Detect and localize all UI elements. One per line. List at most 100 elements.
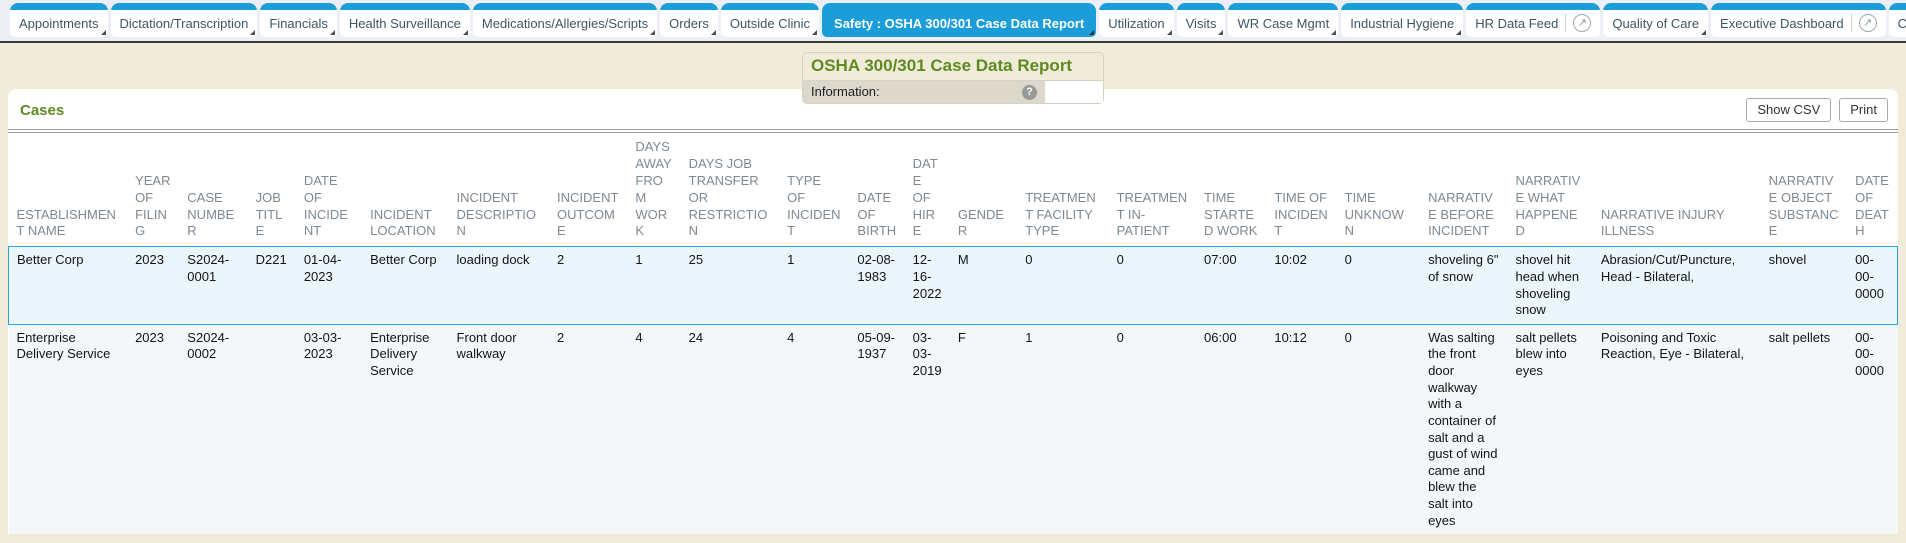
- table-cell: 2: [549, 246, 628, 325]
- table-cell: M: [949, 246, 1018, 325]
- table-cell: F: [949, 324, 1018, 535]
- page-title: OSHA 300/301 Case Data Report: [811, 56, 1073, 75]
- show-csv-button[interactable]: Show CSV: [1746, 98, 1832, 122]
- tab-menu-corner-icon: [1331, 30, 1337, 35]
- tab-menu-corner-icon: [462, 30, 468, 35]
- tab-label: Financials: [269, 15, 328, 31]
- help-icon[interactable]: ?: [1022, 85, 1037, 100]
- tab-label: Health Surveillance: [348, 15, 461, 31]
- column-header-time-unknown: TIME UNKNOWN: [1344, 189, 1404, 239]
- cases-table: ESTABLISHMENT NAME YEAR OF FILING CASE NUM…: [8, 133, 1899, 535]
- tab-visits[interactable]: Visits: [1176, 3, 1226, 37]
- tab-menu-corner-icon: [1089, 30, 1095, 35]
- tab-orders[interactable]: Orders: [660, 3, 718, 37]
- table-cell: loading dock: [448, 246, 550, 325]
- tab-menu-corner-icon: [1166, 30, 1172, 35]
- tab-outside-clinic[interactable]: Outside Clinic: [720, 3, 820, 37]
- table-cell: D221: [247, 246, 296, 325]
- tab-medications-allergies-scripts[interactable]: Medications/Allergies/Scripts: [472, 3, 658, 37]
- tab-label: Safety : OSHA 300/301 Case Data Report: [834, 15, 1085, 31]
- tab-executive-dashboard[interactable]: Executive Dashboard ↗: [1711, 3, 1886, 37]
- tab-label: Executive Dashboard: [1720, 15, 1844, 31]
- tab-label: C: [1898, 16, 1906, 31]
- column-header-establishment-name: ESTABLISHMENT NAME: [16, 206, 116, 239]
- table-cell: 03-03-2023: [295, 324, 363, 535]
- table-cell: 0: [1336, 246, 1421, 325]
- tab-menu-corner-icon: [329, 30, 335, 35]
- column-header-narrative-injury-illness: NARRATIVE INJURY ILLNESS: [1600, 206, 1725, 239]
- tab-menu-corner-icon: [1456, 30, 1462, 35]
- tab-bar: Appointments Dictation/Transcription Finan…: [0, 0, 1906, 43]
- table-cell: 10:12: [1266, 324, 1337, 535]
- tab-dictation-transcription[interactable]: Dictation/Transcription: [110, 3, 258, 37]
- table-row[interactable]: Better Corp 2023 S2024-0001 D221 01-04-2023 B…: [8, 246, 1899, 325]
- table-cell: salt pellets blew into eyes: [1507, 324, 1593, 535]
- table-cell: 2: [549, 324, 628, 535]
- table-cell: 1: [1017, 324, 1109, 535]
- table-cell: 1: [779, 246, 850, 325]
- tab-safety-osha-300-301-case-data-report[interactable]: Safety : OSHA 300/301 Case Data Report: [822, 3, 1097, 37]
- table-cell: Enterprise Delivery Service: [362, 324, 449, 535]
- table-cell: 0: [1108, 246, 1197, 325]
- external-link-icon[interactable]: ↗: [1573, 14, 1592, 32]
- tab-industrial-hygiene[interactable]: Industrial Hygiene: [1341, 3, 1464, 37]
- tab-wr-case-mgmt[interactable]: WR Case Mgmt: [1228, 3, 1339, 37]
- table-cell: 24: [680, 324, 780, 535]
- table-cell: 2023: [127, 324, 180, 535]
- column-header-date-of-birth: DATE OF BIRTH: [857, 189, 897, 239]
- table-cell: shovel hit head when shoveling snow: [1507, 246, 1593, 325]
- tab-menu-corner-icon: [250, 30, 256, 35]
- table-cell: 00-00-0000: [1847, 324, 1898, 535]
- tab-menu-corner-icon: [710, 30, 716, 35]
- table-cell: Better Corp: [8, 246, 128, 325]
- tab-quality-of-care[interactable]: Quality of Care: [1603, 3, 1709, 37]
- table-cell: salt pellets: [1760, 324, 1848, 535]
- tab-hr-data-feed[interactable]: HR Data Feed ↗: [1466, 3, 1601, 37]
- external-link-icon[interactable]: ↗: [1858, 14, 1877, 32]
- tab-menu-corner-icon: [1701, 30, 1707, 35]
- tab-label: Utilization: [1108, 15, 1165, 31]
- report-header: OSHA 300/301 Case Data Report Informatio…: [802, 52, 1104, 104]
- table-cell: 05-09-1937: [849, 324, 905, 535]
- tab-label: Medications/Allergies/Scripts: [481, 15, 649, 31]
- information-label: Information:: [811, 84, 880, 99]
- table-cell: 0: [1108, 324, 1197, 535]
- tab-menu-corner-icon: [100, 30, 106, 35]
- column-header-incident-description: INCIDENT DESCRIPTION: [456, 189, 537, 239]
- column-header-date-of-hire: DATE OF HIRE: [912, 155, 938, 239]
- cases-section-title: Cases: [20, 101, 65, 119]
- table-cell: 0: [1336, 324, 1421, 535]
- table-cell: 1: [627, 246, 681, 325]
- column-header-incident-location: INCIDENT LOCATION: [370, 206, 436, 239]
- tab-utilization[interactable]: Utilization: [1099, 3, 1174, 37]
- tab-divider: [1565, 14, 1567, 32]
- column-header-days-job-transfer-or-restriction: DAYS JOB TRANSFER OR RESTRICTION: [688, 155, 768, 239]
- column-header-time-of-incident: TIME OF INCIDENT: [1274, 189, 1328, 239]
- information-bar: Information: ?: [803, 80, 1103, 103]
- tab-menu-corner-icon: [1218, 30, 1224, 35]
- table-cell: shovel: [1760, 246, 1848, 325]
- table-cell: 25: [680, 246, 780, 325]
- tab-health-surveillance[interactable]: Health Surveillance: [339, 3, 470, 37]
- tab-financials[interactable]: Financials: [260, 3, 337, 37]
- table-cell: S2024-0002: [179, 324, 248, 535]
- column-header-year-of-filing: YEAR OF FILING: [135, 172, 171, 239]
- tab-c[interactable]: C: [1888, 3, 1906, 37]
- tab-label: Outside Clinic: [729, 15, 811, 31]
- table-row[interactable]: Enterprise Delivery Service 2023 S2024-000…: [8, 324, 1898, 535]
- tab-label: Appointments: [19, 15, 99, 31]
- table-cell: 03-03-2019: [904, 324, 950, 535]
- column-header-narrative-before-incident: NARRATIVE BEFORE INCIDENT: [1428, 189, 1494, 239]
- column-header-type-of-incident: TYPE OF INCIDENT: [787, 172, 841, 239]
- column-header-days-away-from-work: DAYS AWAY FROM WORK: [635, 139, 672, 239]
- print-button[interactable]: Print: [1839, 98, 1888, 122]
- table-cell: 0: [1017, 246, 1109, 325]
- cases-panel-header: Cases Show CSV Print: [8, 89, 1898, 129]
- information-value-area: [1045, 81, 1103, 103]
- column-header-gender: GENDER: [957, 206, 1005, 239]
- tab-menu-corner-icon: [812, 30, 818, 35]
- table-cell: 07:00: [1196, 246, 1267, 325]
- tab-appointments[interactable]: Appointments: [10, 3, 108, 37]
- table-cell: S2024-0001: [179, 246, 248, 325]
- tab-label: Orders: [669, 15, 709, 31]
